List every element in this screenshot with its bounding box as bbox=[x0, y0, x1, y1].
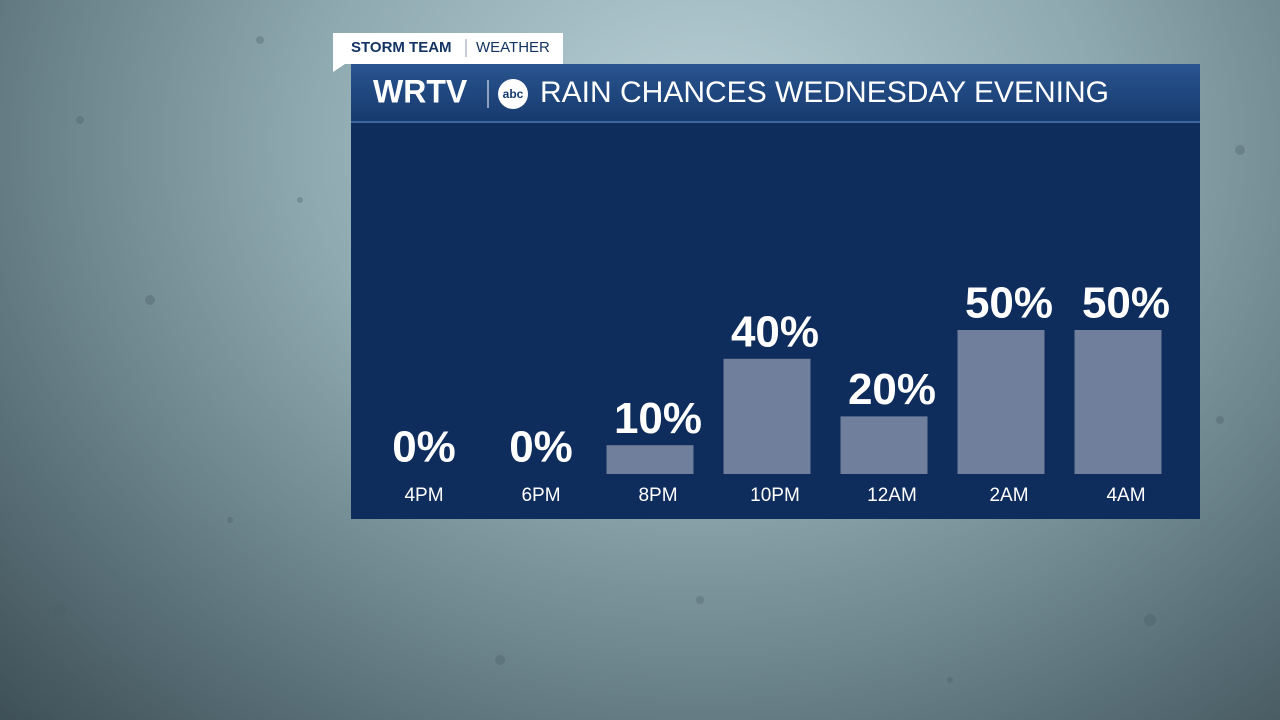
chart-title: RAIN CHANCES WEDNESDAY EVENING bbox=[540, 76, 1109, 109]
tag-box bbox=[333, 33, 563, 64]
tag-label: STORM TEAM bbox=[351, 39, 452, 56]
value-label: 50% bbox=[965, 279, 1053, 328]
panel-header bbox=[351, 64, 1200, 122]
bar bbox=[606, 445, 694, 474]
bar bbox=[723, 358, 811, 474]
station-logo: WRTV bbox=[373, 73, 468, 109]
value-label: 0% bbox=[509, 423, 573, 472]
bar bbox=[957, 330, 1045, 474]
section-label: WEATHER bbox=[476, 39, 550, 56]
x-tick-label: 12AM bbox=[867, 485, 917, 506]
x-tick-label: 8PM bbox=[638, 485, 677, 506]
network-logo: abc bbox=[503, 87, 524, 101]
bar bbox=[840, 416, 928, 474]
value-label: 40% bbox=[731, 307, 819, 356]
value-label: 50% bbox=[1082, 279, 1170, 328]
rain-drops bbox=[54, 36, 1245, 683]
value-label: 10% bbox=[614, 394, 702, 443]
bar bbox=[1074, 330, 1162, 474]
tag-tail bbox=[333, 64, 345, 72]
value-label: 0% bbox=[392, 423, 456, 472]
x-tick-label: 6PM bbox=[521, 485, 560, 506]
x-tick-label: 4AM bbox=[1106, 485, 1145, 506]
x-tick-label: 4PM bbox=[404, 485, 443, 506]
network-badge bbox=[498, 79, 528, 109]
value-label: 20% bbox=[848, 365, 936, 414]
x-tick-label: 2AM bbox=[989, 485, 1028, 506]
x-tick-label: 10PM bbox=[750, 485, 800, 506]
